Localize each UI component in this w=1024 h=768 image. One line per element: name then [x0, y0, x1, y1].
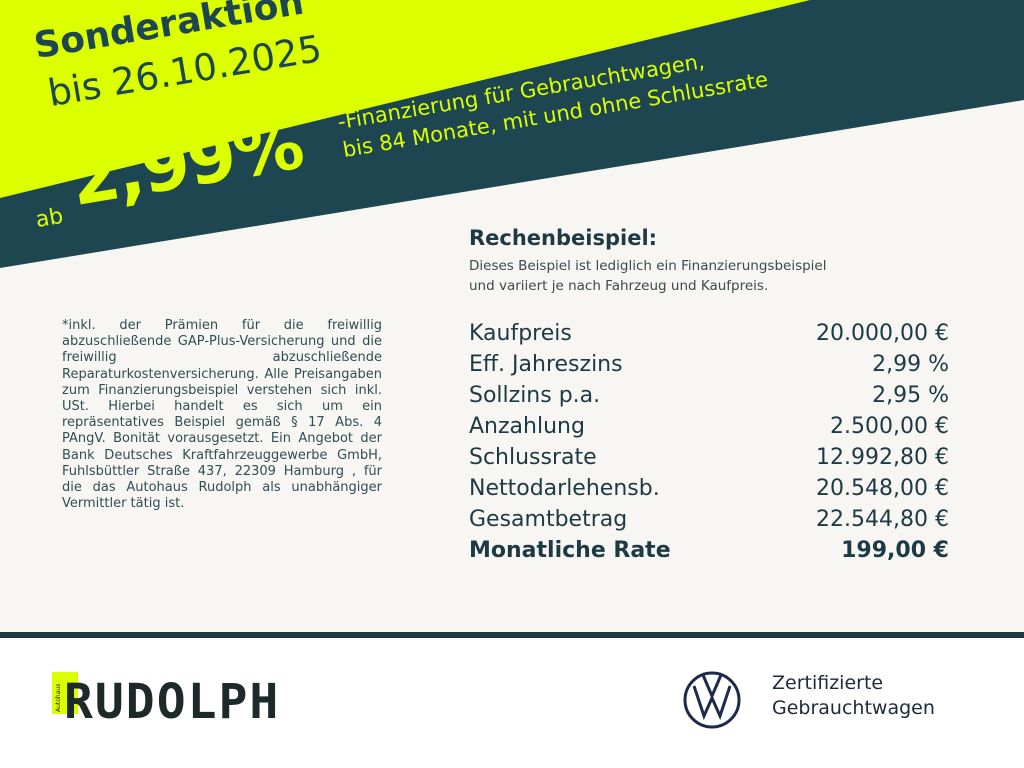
table-row: Anzahlung 2.500,00 € [469, 411, 949, 442]
table-row-monthly-rate: Monatliche Rate 199,00 € [469, 535, 949, 566]
row-value: 22.544,80 € [816, 507, 949, 532]
row-label: Nettodarlehensb. [469, 476, 660, 501]
row-label: Gesamtbetrag [469, 507, 628, 532]
row-value: 2.500,00 € [830, 414, 949, 439]
row-value: 2,95 % [872, 383, 949, 408]
finance-table: Kaufpreis 20.000,00 € Eff. Jahreszins 2,99… [469, 318, 949, 566]
example-note-line1: Dieses Beispiel ist lediglich ein Finanz… [469, 258, 827, 274]
rate-prefix: ab [33, 203, 66, 233]
diagonal-banner-background [0, 0, 1024, 268]
row-label: Eff. Jahreszins [469, 352, 623, 377]
table-row: Eff. Jahreszins 2,99 % [469, 349, 949, 380]
fineprint: *inkl. der Prämien für die freiwillig ab… [62, 318, 382, 512]
example-note: Dieses Beispiel ist lediglich ein Finanz… [469, 256, 827, 296]
table-row: Nettodarlehensb. 20.548,00 € [469, 473, 949, 504]
table-row: Kaufpreis 20.000,00 € [469, 318, 949, 349]
logo-lime-square [52, 672, 78, 714]
row-label: Sollzins p.a. [469, 383, 601, 408]
row-value: 199,00 € [841, 538, 949, 563]
table-row: Gesamtbetrag 22.544,80 € [469, 504, 949, 535]
row-value: 20.548,00 € [816, 476, 949, 501]
example-heading: Rechenbeispiel: [469, 226, 658, 250]
table-row: Schlussrate 12.992,80 € [469, 442, 949, 473]
vw-certified-text: Zertifizierte Gebrauchtwagen [772, 671, 935, 721]
teal-band [0, 0, 1024, 268]
vw-text-line1: Zertifizierte [772, 672, 884, 694]
row-value: 20.000,00 € [816, 321, 949, 346]
footer-divider [0, 632, 1024, 638]
row-value: 12.992,80 € [816, 445, 949, 470]
row-label: Kaufpreis [469, 321, 572, 346]
example-header: Rechenbeispiel: Dieses Beispiel ist ledi… [469, 226, 827, 296]
row-value: 2,99 % [872, 352, 949, 377]
vw-text-line2: Gebrauchtwagen [772, 697, 935, 719]
logo-text: RUDOLPH [64, 674, 281, 730]
row-label: Anzahlung [469, 414, 585, 439]
table-row: Sollzins p.a. 2,95 % [469, 380, 949, 411]
logo-small-text: Autohaus [55, 683, 62, 712]
footer [0, 638, 1024, 768]
row-label: Monatliche Rate [469, 538, 671, 563]
example-note-line2: und variiert je nach Fahrzeug und Kaufpr… [469, 278, 769, 294]
row-label: Schlussrate [469, 445, 597, 470]
vw-logo-icon [683, 671, 741, 729]
